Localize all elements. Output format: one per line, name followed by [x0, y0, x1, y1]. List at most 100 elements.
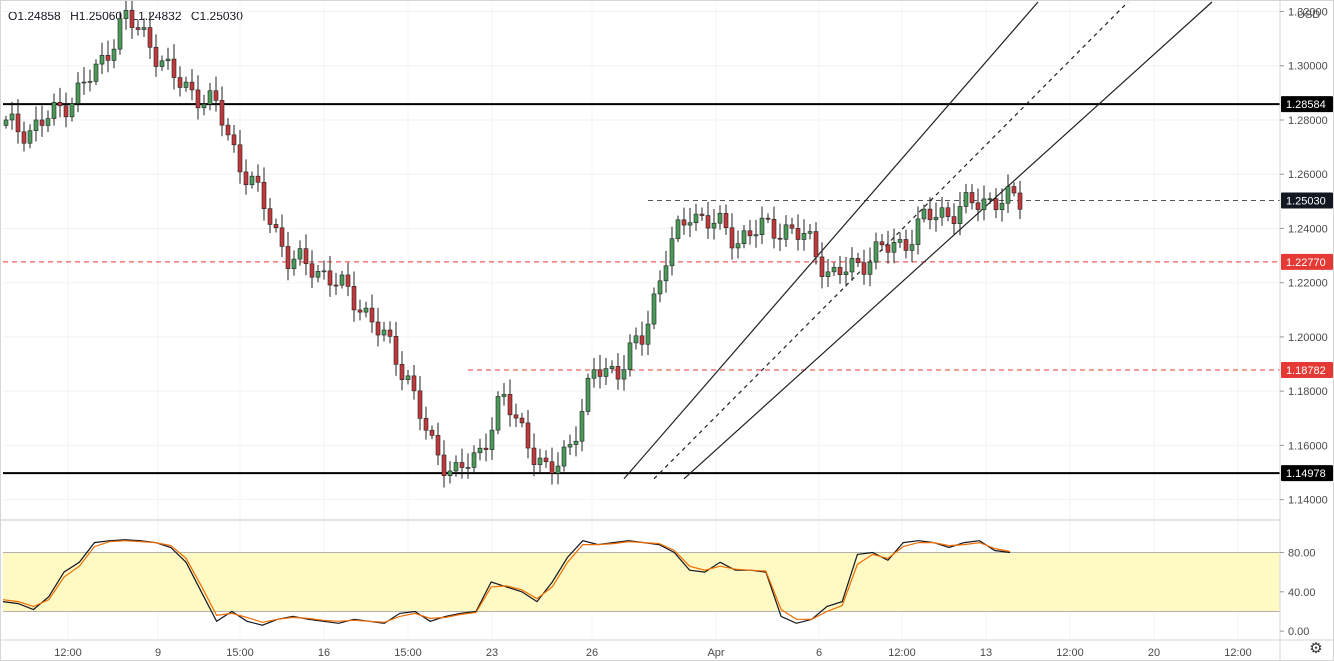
- candle-down: [969, 192, 975, 204]
- candle-up: [1005, 186, 1011, 204]
- candle-down: [225, 124, 231, 136]
- candle-up: [555, 465, 561, 474]
- candle-down: [393, 336, 399, 365]
- channel-upper-line: [623, 1, 1039, 480]
- candle-down: [789, 224, 795, 229]
- trend-channel[interactable]: [623, 1, 1213, 480]
- candle-down: [351, 286, 357, 311]
- candle-up: [117, 18, 123, 50]
- candle-up: [81, 81, 87, 84]
- candle-down: [615, 366, 621, 380]
- candle-up: [711, 222, 717, 229]
- oscillator-axis[interactable]: 80.00 40.00 0.00: [1280, 547, 1316, 638]
- stochastic-oscillator: [2, 539, 1280, 626]
- candle-up: [123, 9, 129, 19]
- candle-down: [333, 284, 339, 287]
- candle-up: [987, 198, 993, 200]
- candle-up: [669, 238, 675, 267]
- candle-down: [1011, 186, 1017, 194]
- candle-down: [219, 100, 225, 126]
- y-tick-label: 1.22000: [1288, 278, 1328, 290]
- x-tick-label: 20: [1148, 647, 1160, 659]
- candle-down: [777, 237, 783, 240]
- candle-up: [249, 175, 255, 186]
- candle-down: [723, 213, 729, 229]
- candle-down: [231, 134, 237, 146]
- price-tags: 1.28584 1.14978 1.22770 1.18782 1.25030: [1281, 96, 1333, 482]
- candle-up: [609, 366, 615, 369]
- x-tick-label: 9: [155, 647, 161, 659]
- candle-down: [177, 77, 183, 88]
- candle-up: [585, 377, 591, 412]
- candle-down: [855, 258, 861, 263]
- candle-down: [837, 267, 843, 275]
- candle-up: [867, 261, 873, 275]
- candle-up: [363, 307, 369, 313]
- candle-down: [459, 462, 465, 468]
- candle-up: [921, 208, 927, 220]
- candle-down: [423, 418, 429, 431]
- candle-up: [165, 58, 171, 62]
- candle-up: [489, 429, 495, 450]
- candle-up: [579, 411, 585, 442]
- candle-down: [441, 454, 447, 476]
- settings-gear-icon[interactable]: ⚙: [1309, 640, 1323, 657]
- candle-up: [807, 231, 813, 234]
- channel-mid-line: [653, 1, 1129, 480]
- price-tag-label: 1.28584: [1286, 99, 1326, 111]
- candle-down: [525, 422, 531, 449]
- candle-down: [765, 217, 771, 220]
- candle-down: [861, 262, 867, 275]
- candle-up: [687, 222, 693, 226]
- x-tick-label: 26: [586, 647, 598, 659]
- candle-up: [657, 280, 663, 295]
- candle-up: [567, 444, 573, 448]
- y-tick-label: 1.24000: [1288, 223, 1328, 235]
- candle-up: [27, 130, 33, 144]
- price-axis[interactable]: 1.32000 1.30000 1.28000 1.26000 1.24000 1.220…: [1280, 6, 1328, 507]
- candle-up: [831, 267, 837, 273]
- candle-up: [735, 243, 741, 249]
- candle-down: [195, 89, 201, 109]
- time-axis[interactable]: 12:00 9 15:00 16 15:00 23 26 Apr 6 12:00 13 12:00 20…: [54, 647, 1252, 659]
- candle-up: [783, 224, 789, 240]
- candle-up: [33, 119, 39, 132]
- candle-up: [915, 218, 921, 245]
- candle-up: [207, 90, 213, 105]
- y-tick-label: 1.14000: [1288, 495, 1328, 507]
- x-tick-label: 15:00: [226, 647, 254, 659]
- candle-up: [315, 271, 321, 278]
- price-tag: [1281, 96, 1333, 113]
- candle-down: [513, 414, 519, 419]
- candle-down: [243, 171, 249, 186]
- price-tag: [1281, 192, 1333, 209]
- candle-down: [543, 457, 549, 463]
- candle-down: [597, 369, 603, 377]
- candle-up: [537, 457, 543, 465]
- candle-up: [111, 48, 117, 61]
- x-tick-label: 12:00: [1224, 647, 1252, 659]
- candle-down: [813, 231, 819, 258]
- candle-up: [141, 27, 147, 30]
- price-tag-label: 1.22770: [1286, 257, 1326, 269]
- candle-up: [495, 396, 501, 431]
- candle-down: [57, 102, 63, 107]
- candle-down: [357, 309, 363, 313]
- candle-up: [939, 207, 945, 218]
- x-tick-label: 12:00: [1056, 647, 1084, 659]
- candle-up: [183, 81, 189, 88]
- candle-down: [639, 335, 645, 345]
- candle-up: [477, 447, 483, 454]
- osc-y-tick-label: 0.00: [1288, 626, 1309, 638]
- candle-up: [645, 323, 651, 345]
- candle-down: [1017, 192, 1023, 210]
- candle-up: [297, 248, 303, 260]
- candle-down: [387, 329, 393, 337]
- candle-up: [891, 242, 897, 253]
- candle-up: [3, 119, 9, 126]
- candle-up: [957, 206, 963, 225]
- candle-up: [87, 81, 93, 83]
- candle-down: [375, 321, 381, 336]
- candle-up: [963, 192, 969, 207]
